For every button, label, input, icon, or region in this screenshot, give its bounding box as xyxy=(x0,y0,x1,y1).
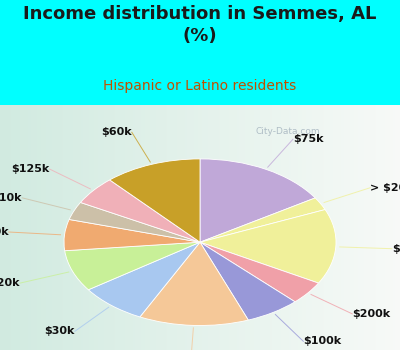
Wedge shape xyxy=(200,159,315,242)
Text: $75k: $75k xyxy=(293,134,324,144)
Wedge shape xyxy=(69,202,200,242)
Wedge shape xyxy=(200,198,325,242)
Text: $10k: $10k xyxy=(0,193,22,203)
Text: $60k: $60k xyxy=(101,127,132,137)
Text: City-Data.com: City-Data.com xyxy=(256,127,320,136)
Text: $100k: $100k xyxy=(303,336,342,346)
Text: Income distribution in Semmes, AL
(%): Income distribution in Semmes, AL (%) xyxy=(23,5,377,46)
Wedge shape xyxy=(64,219,200,251)
Text: $125k: $125k xyxy=(11,164,50,174)
Wedge shape xyxy=(80,180,200,242)
Wedge shape xyxy=(200,242,318,302)
Wedge shape xyxy=(200,242,295,320)
Wedge shape xyxy=(140,242,248,326)
Wedge shape xyxy=(65,242,200,290)
Wedge shape xyxy=(88,242,200,317)
Text: > $200k: > $200k xyxy=(370,183,400,193)
Text: $20k: $20k xyxy=(0,278,20,288)
Wedge shape xyxy=(110,159,200,242)
Text: Hispanic or Latino residents: Hispanic or Latino residents xyxy=(103,79,297,93)
Text: $30k: $30k xyxy=(44,326,75,336)
Text: $50k: $50k xyxy=(392,244,400,254)
Text: $40k: $40k xyxy=(0,227,9,237)
Wedge shape xyxy=(200,210,336,283)
Text: $200k: $200k xyxy=(352,309,390,319)
